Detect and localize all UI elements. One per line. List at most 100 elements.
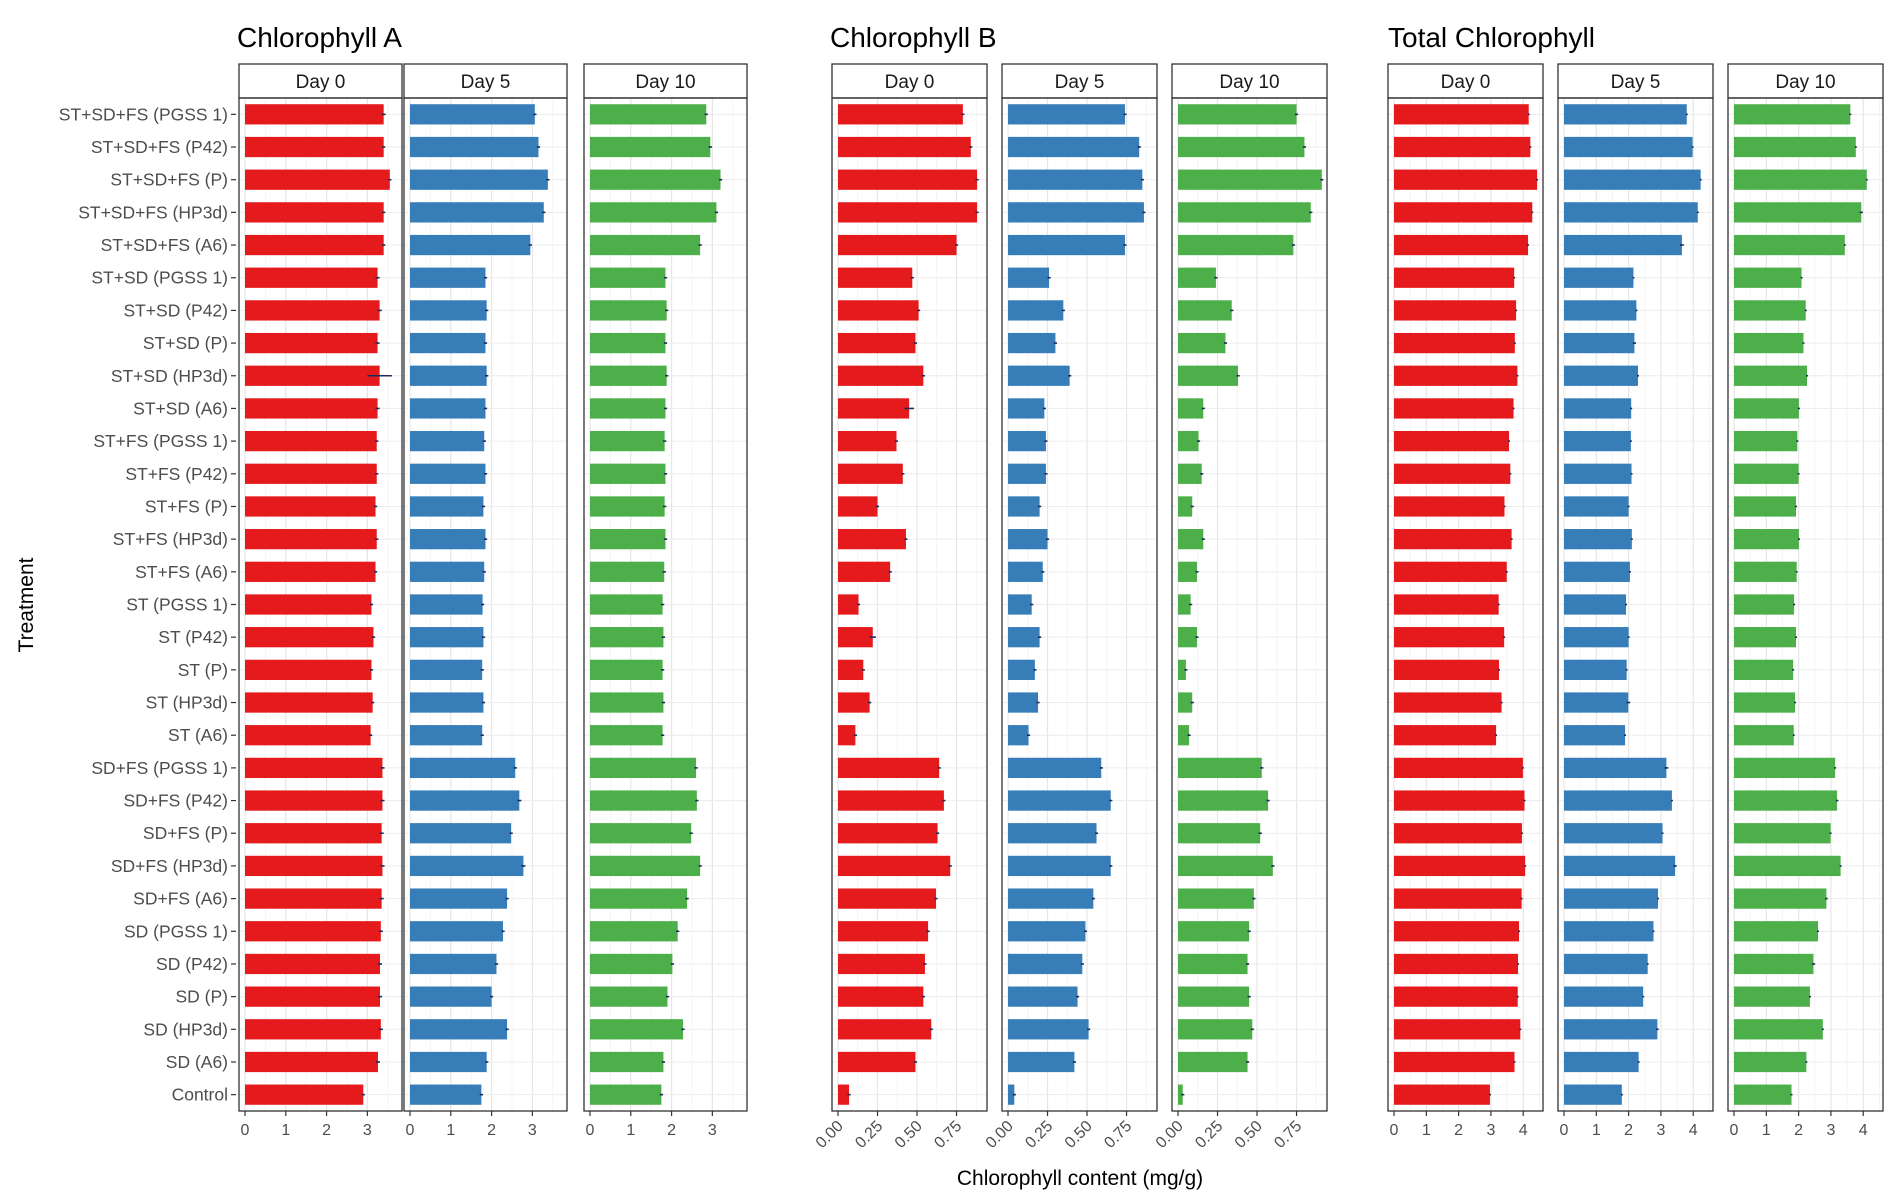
bar-chlorophyll-b-day-10-sd-fs-a6 (1178, 888, 1254, 909)
bar-chlorophyll-b-day-5-sd-p42 (1008, 953, 1083, 975)
bar-chlorophyll-a-day-5-st-sd-p42 (410, 300, 487, 321)
bar-total-chlorophyll-day-10-st-sd-fs-pgss-1 (1734, 104, 1851, 125)
category-label-sd-fs-pgss-1: SD+FS (PGSS 1) (91, 758, 228, 778)
bars-layer (245, 104, 1868, 1105)
category-label-st-sd-pgss-1: ST+SD (PGSS 1) (91, 268, 228, 288)
bar-total-chlorophyll-day-10-st-fs-p42 (1734, 463, 1799, 484)
bar-chlorophyll-b-day-5-st-sd-fs-pgss-1 (1008, 104, 1125, 125)
bar-chlorophyll-b-day-0-sd-hp3d (838, 1019, 932, 1040)
category-label-st-pgss-1: ST (PGSS 1) (126, 595, 228, 615)
bar-chlorophyll-b-day-0-st-fs-pgss-1 (838, 430, 897, 452)
facet-frame-total-chlorophyll-day-5 (1557, 97, 1714, 1112)
x-tick-label-total-chlorophyll-day-10: 3 (1826, 1122, 1835, 1139)
bar-chlorophyll-a-day-5-st-fs-p (410, 496, 484, 517)
x-tick-label-chlorophyll-b-day-5: 0.50 (1062, 1118, 1096, 1152)
x-tick-label-total-chlorophyll-day-5: 1 (1592, 1122, 1601, 1139)
frames-layer (238, 63, 1884, 1112)
bar-chlorophyll-a-day-0-st-hp3d (245, 692, 373, 713)
bar-chlorophyll-b-day-10-sd-fs-pgss-1 (1178, 757, 1262, 779)
bar-chlorophyll-b-day-10-sd-p (1178, 986, 1250, 1007)
bar-chlorophyll-b-day-5-sd-fs-hp3d (1008, 855, 1111, 877)
x-tick-label-chlorophyll-b-day-10: 0.00 (1153, 1118, 1187, 1152)
bar-chlorophyll-b-day-0-st-sd-p (838, 332, 916, 354)
bar-total-chlorophyll-day-0-sd-pgss-1 (1394, 921, 1520, 942)
bar-total-chlorophyll-day-5-st-pgss-1 (1564, 594, 1627, 615)
bar-chlorophyll-a-day-10-st-sd-fs-p42 (590, 136, 711, 158)
bar-chlorophyll-a-day-5-sd-fs-p42 (410, 790, 520, 811)
bar-total-chlorophyll-day-10-st-fs-hp3d (1734, 529, 1799, 550)
bar-chlorophyll-a-day-5-sd-p42 (410, 953, 497, 975)
bar-chlorophyll-a-day-10-sd-pgss-1 (590, 921, 678, 942)
bar-chlorophyll-a-day-5-sd-p (410, 986, 492, 1007)
strip-total-chlorophyll-day-5 (1557, 63, 1714, 99)
bar-total-chlorophyll-day-0-st-sd-a6 (1394, 398, 1514, 419)
bar-chlorophyll-b-day-5-control (1008, 1084, 1015, 1105)
bar-total-chlorophyll-day-5-control (1564, 1084, 1622, 1105)
bar-chlorophyll-b-day-0-st-sd-p42 (838, 300, 919, 321)
bar-total-chlorophyll-day-5-sd-p (1564, 986, 1644, 1007)
bar-total-chlorophyll-day-10-st-sd-fs-hp3d (1734, 202, 1862, 223)
category-label-sd-p42: SD (P42) (156, 954, 228, 974)
bar-chlorophyll-a-day-0-st-sd-a6 (245, 398, 378, 419)
bar-chlorophyll-b-day-5-st-sd-hp3d (1008, 365, 1070, 386)
bar-chlorophyll-b-day-0-st-sd-fs-p (838, 169, 978, 190)
bar-chlorophyll-a-day-0-sd-fs-hp3d (245, 855, 383, 877)
bar-chlorophyll-b-day-5-sd-fs-a6 (1008, 888, 1094, 909)
bar-total-chlorophyll-day-5-st-fs-hp3d (1564, 529, 1632, 550)
bar-chlorophyll-b-day-10-st-fs-hp3d (1178, 529, 1204, 550)
bar-chlorophyll-a-day-5-st-sd-pgss-1 (410, 267, 486, 288)
bar-chlorophyll-b-day-10-st-sd-fs-p (1178, 169, 1322, 190)
x-tick-label-chlorophyll-b-day-5: 0.75 (1101, 1118, 1135, 1152)
bar-chlorophyll-b-day-10-st-sd-fs-pgss-1 (1178, 104, 1297, 125)
bar-chlorophyll-a-day-5-st-a6 (410, 725, 483, 746)
bar-chlorophyll-b-day-10-sd-a6 (1178, 1051, 1248, 1073)
bar-chlorophyll-a-day-0-st-sd-p (245, 332, 378, 354)
bar-chlorophyll-a-day-5-st-fs-pgss-1 (410, 430, 485, 452)
bar-chlorophyll-a-day-10-st-sd-hp3d (590, 365, 667, 386)
facet-frame-chlorophyll-b-day-0 (831, 97, 988, 1112)
bar-total-chlorophyll-day-10-sd-fs-p (1734, 823, 1831, 844)
x-tick-label-chlorophyll-a-day-5: 2 (487, 1122, 496, 1139)
bar-chlorophyll-b-day-0-sd-fs-pgss-1 (838, 757, 940, 779)
bar-total-chlorophyll-day-5-st-sd-p (1564, 332, 1635, 354)
facet-frame-total-chlorophyll-day-0 (1387, 97, 1544, 1112)
bar-chlorophyll-a-day-5-control (410, 1084, 482, 1105)
bar-chlorophyll-a-day-0-sd-a6 (245, 1051, 378, 1073)
x-tick-label-chlorophyll-b-day-0: 0.75 (931, 1118, 965, 1152)
bar-total-chlorophyll-day-0-control (1394, 1084, 1490, 1105)
bar-chlorophyll-a-day-5-sd-pgss-1 (410, 921, 503, 942)
bar-chlorophyll-b-day-0-st-p42 (838, 627, 873, 648)
x-tick-label-total-chlorophyll-day-10: 0 (1730, 1122, 1739, 1139)
bar-total-chlorophyll-day-0-st-sd-p42 (1394, 300, 1517, 321)
bar-total-chlorophyll-day-10-st-sd-fs-a6 (1734, 234, 1845, 256)
bar-chlorophyll-a-day-0-st-fs-a6 (245, 561, 376, 582)
bar-chlorophyll-b-day-5-sd-fs-pgss-1 (1008, 757, 1102, 779)
bar-total-chlorophyll-day-5-st-fs-pgss-1 (1564, 430, 1631, 452)
bar-chlorophyll-b-day-10-st-fs-p42 (1178, 463, 1202, 484)
bar-total-chlorophyll-day-5-sd-fs-pgss-1 (1564, 757, 1667, 779)
bar-chlorophyll-b-day-5-st-fs-hp3d (1008, 529, 1048, 550)
category-label-st-fs-a6: ST+FS (A6) (135, 562, 228, 582)
bar-total-chlorophyll-day-0-st-p42 (1394, 627, 1505, 648)
category-label-st-fs-p: ST+FS (P) (145, 496, 228, 516)
x-tick-label-chlorophyll-a-day-5: 0 (406, 1122, 415, 1139)
bar-chlorophyll-b-day-5-st-a6 (1008, 725, 1029, 746)
category-label-st-sd-fs-pgss-1: ST+SD+FS (PGSS 1) (59, 104, 228, 124)
x-tick-label-total-chlorophyll-day-0: 4 (1519, 1122, 1528, 1139)
facet-frame-chlorophyll-b-day-10 (1171, 97, 1328, 1112)
x-tick-label-total-chlorophyll-day-5: 2 (1624, 1122, 1633, 1139)
bar-total-chlorophyll-day-0-st-sd-hp3d (1394, 365, 1518, 386)
bar-chlorophyll-a-day-10-st-fs-hp3d (590, 529, 666, 550)
bar-chlorophyll-a-day-0-st-sd-hp3d (245, 365, 380, 386)
category-label-st-sd-fs-p: ST+SD+FS (P) (110, 170, 228, 190)
category-label-st-sd-fs-p42: ST+SD+FS (P42) (91, 137, 228, 157)
bar-chlorophyll-b-day-5-st-p42 (1008, 627, 1040, 648)
category-label-st-fs-pgss-1: ST+FS (PGSS 1) (93, 431, 228, 451)
bar-total-chlorophyll-day-5-sd-fs-p42 (1564, 790, 1672, 811)
bar-chlorophyll-a-day-5-st-sd-fs-p (410, 169, 548, 190)
bar-chlorophyll-a-day-5-st-sd-fs-a6 (410, 234, 531, 256)
facet-frame-total-chlorophyll-day-10 (1727, 97, 1884, 1112)
strip-total-chlorophyll-day-0 (1387, 63, 1544, 99)
bar-chlorophyll-a-day-5-st-fs-hp3d (410, 529, 486, 550)
bar-chlorophyll-b-day-0-st-fs-p (838, 496, 878, 517)
